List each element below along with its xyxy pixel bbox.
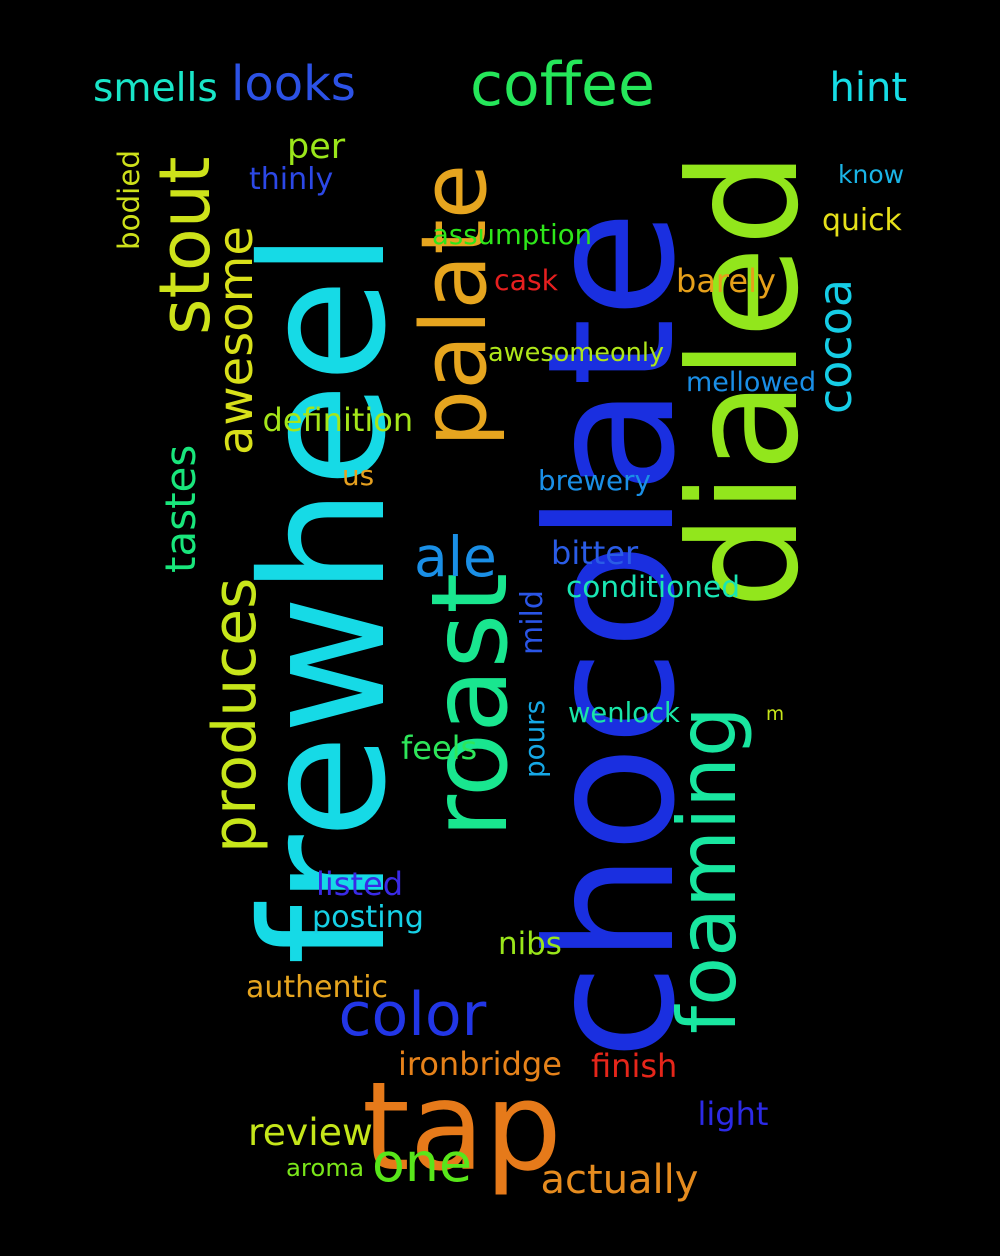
word-thinly: thinly (249, 165, 333, 195)
word-coffee: coffee (470, 55, 655, 115)
word-know: know (838, 162, 904, 187)
word-tastes: tastes (160, 445, 202, 573)
word-review: review (248, 1114, 373, 1152)
word-cask: cask (494, 267, 558, 295)
word-barely: barely (676, 265, 776, 297)
word-smells: smells (93, 69, 218, 108)
word-per: per (287, 130, 345, 165)
word-produces: produces (205, 577, 265, 852)
word-actually: actually (541, 1160, 699, 1200)
word-definition: definition (263, 404, 414, 436)
word-one: one (372, 1136, 472, 1190)
word-us: us (342, 462, 374, 490)
word-ironbridge: ironbridge (398, 1048, 562, 1080)
word-mild: mild (518, 590, 548, 655)
word-quick: quick (822, 206, 902, 236)
word-bitter: bitter (551, 537, 638, 569)
word-cocoa: cocoa (812, 278, 858, 413)
word-foaming: foaming (668, 706, 748, 1034)
word-feels: feels (401, 732, 477, 764)
word-pours: pours (521, 700, 549, 778)
word-wenlock: wenlock (568, 700, 680, 727)
word-authentic: authentic (246, 973, 388, 1003)
word-listed: listed (316, 868, 403, 900)
word-bodied: bodied (115, 150, 144, 250)
word-ale: ale (414, 530, 497, 585)
word-awesome: awesome (212, 226, 260, 455)
word-roast: roast (418, 572, 523, 837)
word-hint: hint (830, 68, 908, 108)
word-aroma: aroma (286, 1156, 364, 1180)
word-posting: posting (312, 903, 424, 933)
word-m: m (766, 706, 784, 725)
word-conditioned: conditioned (566, 572, 740, 602)
word-light: light (698, 1098, 769, 1130)
word-looks: looks (231, 60, 356, 108)
word-finish: finish (591, 1050, 677, 1082)
word-assumption: assumption (432, 222, 592, 250)
word-mellowed: mellowed (686, 370, 816, 397)
word-awesomeonly: awesomeonly (488, 341, 664, 367)
word-nibs: nibs (498, 929, 562, 960)
word-brewery: brewery (538, 467, 651, 495)
word-palate: palate (410, 163, 500, 446)
